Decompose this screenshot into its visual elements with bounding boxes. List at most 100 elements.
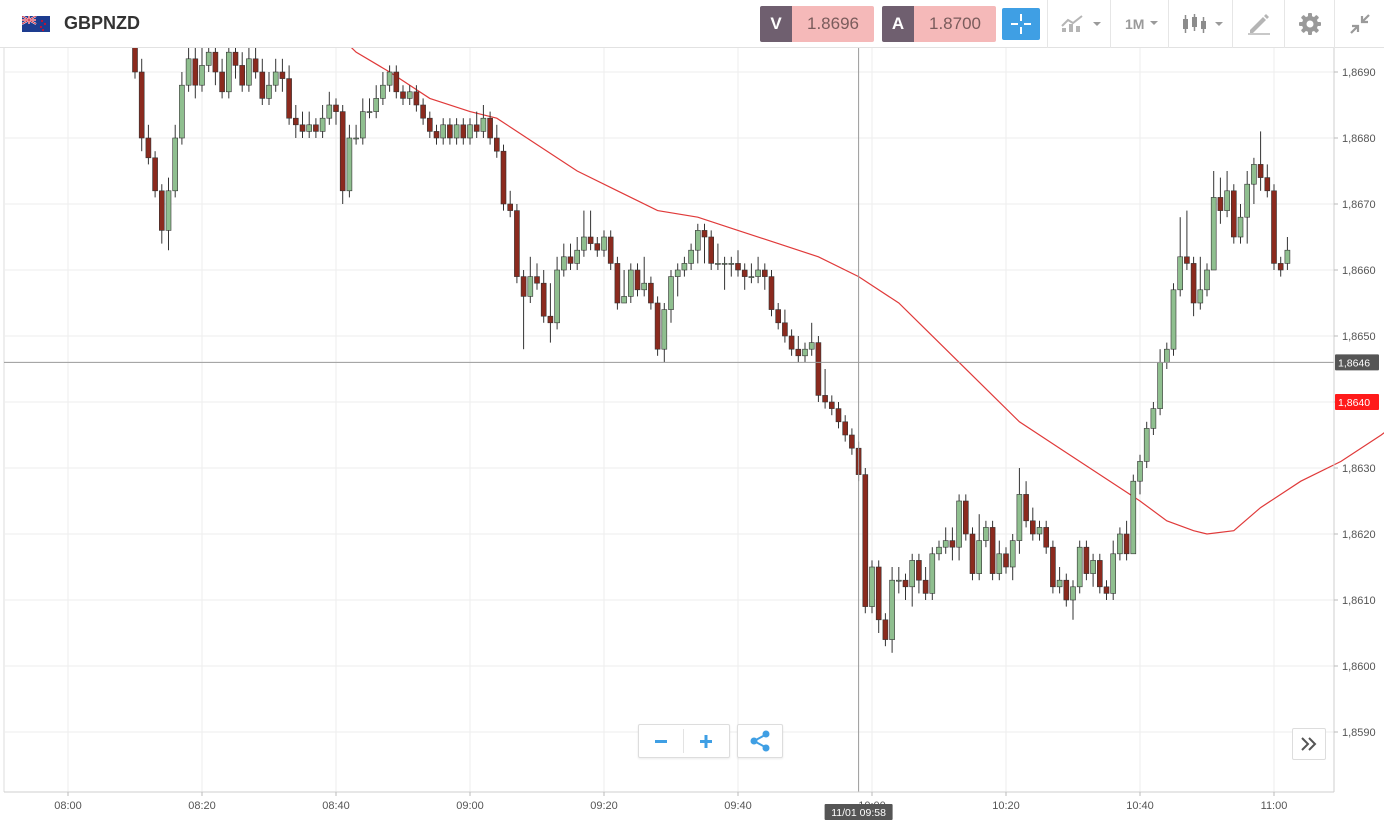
candle-body — [1023, 494, 1029, 522]
candle-body — [540, 282, 547, 317]
price-chart[interactable]: 1,8590 1,8600 1,8610 1,8620 1,8630 1,8640 1,86… — [0, 48, 1384, 822]
candle-body — [983, 527, 989, 541]
sell-button[interactable]: V 1.8696 — [760, 6, 874, 42]
share-button[interactable] — [737, 724, 783, 758]
candle-body — [534, 276, 540, 284]
bear-candle — [460, 118, 467, 145]
indicators-icon — [1183, 14, 1223, 33]
candle-body — [1244, 183, 1250, 218]
bear-candle — [741, 263, 748, 290]
bull-candle — [1056, 567, 1063, 594]
zoom-out-button[interactable] — [639, 725, 683, 757]
bear-candle — [426, 111, 433, 138]
timeframe-button[interactable]: 1M — [1110, 0, 1169, 48]
candle-body — [614, 263, 621, 304]
candle-body — [380, 84, 386, 99]
bull-candle — [808, 322, 815, 356]
candle-body — [929, 553, 936, 594]
candle-body — [1117, 533, 1123, 555]
candle-body — [654, 302, 661, 350]
candle-body — [1157, 362, 1163, 409]
candle-body — [159, 190, 165, 231]
candle-body — [1036, 527, 1043, 535]
y-tick-label: 1,8600 — [1342, 661, 1376, 673]
candle-body — [989, 527, 996, 574]
bear-candle — [333, 98, 339, 125]
candle-body — [1103, 586, 1110, 594]
candle-body — [339, 111, 346, 192]
bull-candle — [1009, 534, 1016, 581]
bear-candle — [1184, 210, 1190, 270]
x-tick-label: 08:20 — [188, 800, 216, 812]
buy-label: A — [882, 6, 914, 42]
candle-body — [246, 58, 252, 86]
bear-candle — [902, 573, 909, 600]
candle-body — [413, 91, 420, 106]
candle-body — [627, 269, 634, 297]
collapse-button[interactable] — [1334, 0, 1384, 48]
candle-body — [641, 282, 648, 291]
candle-body — [567, 256, 574, 264]
bear-candle — [1023, 481, 1029, 528]
chart-type-button[interactable] — [1047, 0, 1110, 48]
chart-type-icon — [1061, 15, 1101, 32]
bull-candle — [480, 105, 487, 138]
indicators-button[interactable] — [1168, 0, 1233, 48]
bear-candle — [433, 124, 440, 145]
buy-button[interactable]: A 1.8700 — [882, 6, 996, 42]
bull-candle — [1016, 468, 1023, 554]
bull-candle — [574, 237, 581, 270]
candle-body — [942, 540, 949, 548]
candle-body — [212, 51, 219, 73]
candle-body — [895, 579, 902, 582]
crosshair-price-badge-label: 1,8646 — [1338, 357, 1370, 369]
crosshair-button[interactable] — [1002, 8, 1040, 40]
candle-body — [420, 104, 426, 119]
x-tick-label: 09:00 — [456, 800, 484, 812]
zoom-in-button[interactable] — [684, 725, 728, 757]
bear-candle — [1277, 256, 1284, 277]
candle-body — [279, 71, 286, 79]
bull-candle — [527, 256, 534, 303]
bull-candle — [641, 256, 648, 297]
bull-candle — [627, 263, 634, 303]
settings-button[interactable] — [1284, 0, 1335, 48]
bear-candle — [828, 395, 835, 416]
bull-candle — [748, 263, 755, 284]
candle-body — [560, 256, 567, 271]
bull-candle — [621, 270, 627, 304]
candle-body — [219, 71, 225, 93]
candle-body — [1204, 269, 1210, 291]
bull-candle — [1164, 342, 1170, 369]
x-tick-label: 11:00 — [1261, 800, 1288, 812]
candle-body — [587, 236, 594, 244]
bear-candle — [299, 111, 306, 138]
candle-body — [514, 210, 520, 277]
moving-average-layer — [350, 48, 1384, 535]
time-axis: 08:0008:2008:4009:0009:2009:4010:0010:20… — [4, 791, 1334, 812]
candle-body — [849, 434, 855, 449]
candle-body — [782, 322, 788, 337]
bull-candle — [889, 567, 895, 653]
bear-candle — [232, 48, 239, 79]
candle-body — [326, 104, 333, 119]
bull-candle — [1237, 204, 1244, 244]
candle-body — [688, 249, 694, 264]
bear-candle — [862, 468, 869, 614]
candle-body — [601, 236, 607, 251]
draw-button[interactable] — [1232, 0, 1285, 48]
candle-body — [1164, 348, 1170, 363]
crosshair — [4, 48, 1334, 792]
candle-body — [956, 500, 962, 548]
plus-icon — [700, 735, 712, 748]
bull-candle — [1224, 171, 1230, 218]
candle-body — [835, 408, 842, 423]
bear-candle — [520, 270, 527, 350]
bull-candle — [1137, 454, 1143, 495]
scroll-to-latest-button[interactable] — [1292, 728, 1326, 760]
bull-candle — [366, 98, 373, 119]
bear-candle — [989, 520, 996, 581]
candle-body — [179, 84, 185, 139]
bear-candle — [292, 105, 299, 138]
bear-candle — [339, 105, 346, 204]
